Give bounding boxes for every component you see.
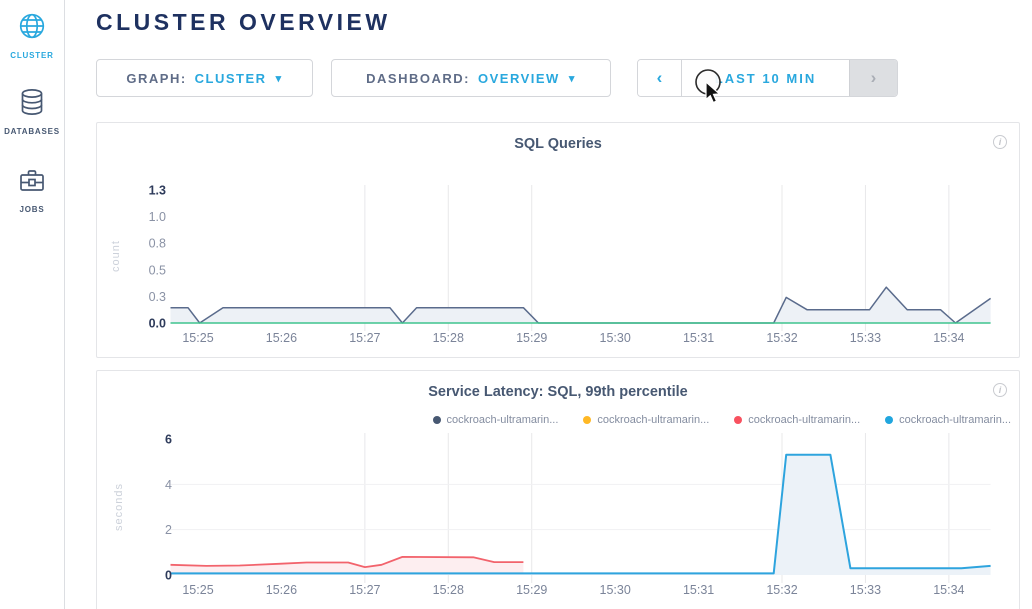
graph-dropdown-value: CLUSTER bbox=[194, 70, 267, 86]
svg-text:4: 4 bbox=[165, 478, 172, 492]
dashboard-dropdown[interactable]: DASHBOARD: OVERVIEW ▾ bbox=[331, 59, 611, 97]
time-window-selector: ‹ LAST 10 MIN › bbox=[637, 59, 898, 97]
sidebar-item-jobs[interactable]: JOBS bbox=[0, 168, 64, 214]
info-icon[interactable]: i bbox=[993, 383, 1007, 397]
page-title: CLUSTER OVERVIEW bbox=[96, 9, 391, 35]
sidebar-item-label: JOBS bbox=[19, 205, 45, 214]
svg-text:0.8: 0.8 bbox=[149, 237, 166, 251]
svg-text:0: 0 bbox=[165, 569, 172, 583]
svg-text:1.3: 1.3 bbox=[149, 184, 166, 198]
svg-text:15:27: 15:27 bbox=[349, 331, 380, 345]
svg-text:15:30: 15:30 bbox=[600, 583, 631, 597]
chevron-left-icon: ‹ bbox=[656, 68, 663, 87]
time-window-prev-button[interactable]: ‹ bbox=[638, 60, 682, 96]
svg-text:2: 2 bbox=[165, 523, 172, 537]
time-window-range-button[interactable]: LAST 10 MIN bbox=[682, 60, 849, 96]
info-icon[interactable]: i bbox=[993, 135, 1007, 149]
service-latency-chart: 0 2 4 6 seconds 15:25 15:26 15:27 15:28 15:29 15:3… bbox=[113, 432, 991, 597]
legend-dot-icon bbox=[885, 416, 894, 424]
svg-text:15:26: 15:26 bbox=[266, 331, 297, 345]
svg-text:15:34: 15:34 bbox=[933, 583, 964, 597]
svg-text:0.3: 0.3 bbox=[149, 290, 166, 304]
svg-text:1.0: 1.0 bbox=[149, 210, 166, 224]
svg-text:15:32: 15:32 bbox=[766, 331, 797, 345]
sidebar-item-label: DATABASES bbox=[4, 127, 60, 136]
svg-text:15:31: 15:31 bbox=[683, 331, 714, 345]
sql-queries-chart-card: SQL Queries i 0.0 0.3 0.5 0.8 1.0 1.3 count 15:… bbox=[96, 122, 1020, 358]
svg-text:0.5: 0.5 bbox=[149, 263, 166, 277]
briefcase-icon bbox=[20, 170, 44, 191]
legend-dot-icon bbox=[583, 416, 592, 424]
svg-text:6: 6 bbox=[165, 432, 172, 446]
svg-text:seconds: seconds bbox=[113, 483, 125, 531]
svg-text:15:27: 15:27 bbox=[349, 583, 380, 597]
sidebar-item-label: CLUSTER bbox=[10, 51, 54, 60]
chevron-down-icon: ▾ bbox=[275, 72, 283, 85]
chart-legend: cockroach-ultramarin... cockroach-ultrama… bbox=[432, 414, 1011, 426]
legend-entry: cockroach-ultramarin... bbox=[734, 414, 860, 426]
legend-label: cockroach-ultramarin... bbox=[597, 414, 710, 426]
svg-text:0.0: 0.0 bbox=[149, 317, 166, 331]
svg-text:15:32: 15:32 bbox=[766, 583, 797, 597]
svg-text:15:28: 15:28 bbox=[433, 331, 464, 345]
svg-text:15:29: 15:29 bbox=[516, 583, 547, 597]
time-window-next-button-disabled: › bbox=[849, 60, 897, 96]
sidebar-item-databases[interactable]: DATABASES bbox=[0, 88, 64, 136]
dashboard-dropdown-label: DASHBOARD: bbox=[366, 70, 470, 86]
chart-title: Service Latency: SQL, 99th percentile bbox=[428, 384, 688, 400]
legend-entry: cockroach-ultramarin... bbox=[583, 414, 709, 426]
legend-dot-icon bbox=[432, 416, 441, 424]
graph-dropdown-label: GRAPH: bbox=[126, 70, 187, 86]
svg-text:count: count bbox=[110, 240, 122, 272]
svg-text:15:34: 15:34 bbox=[933, 331, 964, 345]
legend-entry: cockroach-ultramarin... bbox=[432, 414, 559, 426]
legend-entry: cockroach-ultramarin... bbox=[885, 414, 1011, 426]
svg-text:15:28: 15:28 bbox=[433, 583, 464, 597]
svg-text:15:29: 15:29 bbox=[516, 331, 547, 345]
sidebar: CLUSTER DATABASES bbox=[0, 0, 65, 609]
svg-text:15:25: 15:25 bbox=[182, 583, 213, 597]
svg-text:15:30: 15:30 bbox=[600, 331, 631, 345]
svg-text:15:25: 15:25 bbox=[182, 331, 213, 345]
legend-label: cockroach-ultramarin... bbox=[446, 414, 559, 426]
svg-text:15:26: 15:26 bbox=[266, 583, 297, 597]
chevron-right-icon: › bbox=[870, 68, 877, 87]
legend-dot-icon bbox=[734, 416, 743, 424]
graph-dropdown[interactable]: GRAPH: CLUSTER ▾ bbox=[96, 59, 313, 97]
legend-label: cockroach-ultramarin... bbox=[899, 414, 1011, 426]
svg-text:15:33: 15:33 bbox=[850, 331, 881, 345]
service-latency-chart-card: Service Latency: SQL, 99th percentile i … bbox=[96, 370, 1020, 609]
legend-label: cockroach-ultramarin... bbox=[748, 414, 861, 426]
svg-text:15:31: 15:31 bbox=[683, 583, 714, 597]
chart-title: SQL Queries bbox=[514, 136, 602, 152]
svg-text:15:33: 15:33 bbox=[850, 583, 881, 597]
chevron-down-icon: ▾ bbox=[568, 72, 576, 85]
dashboard-dropdown-value: OVERVIEW bbox=[477, 70, 560, 86]
sql-queries-chart: 0.0 0.3 0.5 0.8 1.0 1.3 count 15:25 15:26 15:27 15… bbox=[110, 184, 992, 345]
database-icon bbox=[21, 89, 43, 115]
globe-icon bbox=[19, 13, 45, 39]
sidebar-item-cluster[interactable]: CLUSTER bbox=[0, 12, 64, 60]
